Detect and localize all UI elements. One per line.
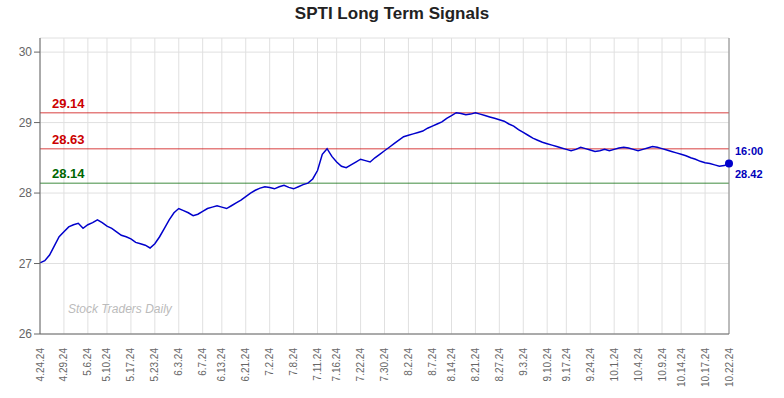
svg-text:28.14: 28.14 [52,166,85,181]
svg-text:8.7.24: 8.7.24 [427,348,438,376]
svg-text:5.23.24: 5.23.24 [149,348,160,382]
svg-text:6.21.24: 6.21.24 [240,348,251,382]
svg-text:10.4.24: 10.4.24 [633,348,644,382]
html-text:Stock Traders Daily: Stock Traders Daily [68,302,172,316]
svg-text:7.16.24: 7.16.24 [331,348,342,382]
svg-text:28.42: 28.42 [735,168,763,180]
svg-text:29: 29 [19,116,33,130]
svg-text:30: 30 [19,45,33,59]
svg-text:28: 28 [19,186,33,200]
svg-text:16:00: 16:00 [735,145,763,157]
svg-text:5.10.24: 5.10.24 [101,348,112,382]
svg-text:8.21.24: 8.21.24 [470,348,481,382]
svg-text:9.10.24: 9.10.24 [542,348,553,382]
svg-text:10.9.24: 10.9.24 [657,348,668,382]
svg-text:28.63: 28.63 [52,132,85,147]
svg-text:7.22.24: 7.22.24 [355,348,366,382]
svg-text:9.3.24: 9.3.24 [518,348,529,376]
svg-text:8.27.24: 8.27.24 [494,348,505,382]
svg-text:9.17.24: 9.17.24 [561,348,572,382]
svg-text:7.11.24: 7.11.24 [312,348,323,381]
svg-text:10.17.24: 10.17.24 [700,348,711,387]
svg-text:27: 27 [19,257,33,271]
svg-text:26: 26 [19,327,33,341]
svg-text:10.1.24: 10.1.24 [609,348,620,382]
svg-text:8.2.24: 8.2.24 [403,348,414,376]
svg-text:6.13.24: 6.13.24 [216,348,227,382]
svg-text:4.24.24: 4.24.24 [35,348,46,382]
svg-text:5.17.24: 5.17.24 [125,348,136,382]
svg-text:7.2.24: 7.2.24 [264,348,275,376]
svg-text:29.14: 29.14 [52,96,85,111]
svg-text:7.30.24: 7.30.24 [379,348,390,382]
svg-text:10.14.24: 10.14.24 [676,348,687,387]
html-text:SPTI Long Term Signals: SPTI Long Term Signals [294,4,490,23]
svg-text:10.22.24: 10.22.24 [724,348,735,387]
svg-text:8.14.24: 8.14.24 [446,348,457,382]
svg-text:4.29.24: 4.29.24 [58,348,69,382]
svg-text:6.3.24: 6.3.24 [173,348,184,376]
svg-text:7.8.24: 7.8.24 [288,348,299,376]
svg-text:5.6.24: 5.6.24 [82,348,93,376]
svg-text:9.24.24: 9.24.24 [585,348,596,382]
svg-text:6.7.24: 6.7.24 [197,348,208,376]
